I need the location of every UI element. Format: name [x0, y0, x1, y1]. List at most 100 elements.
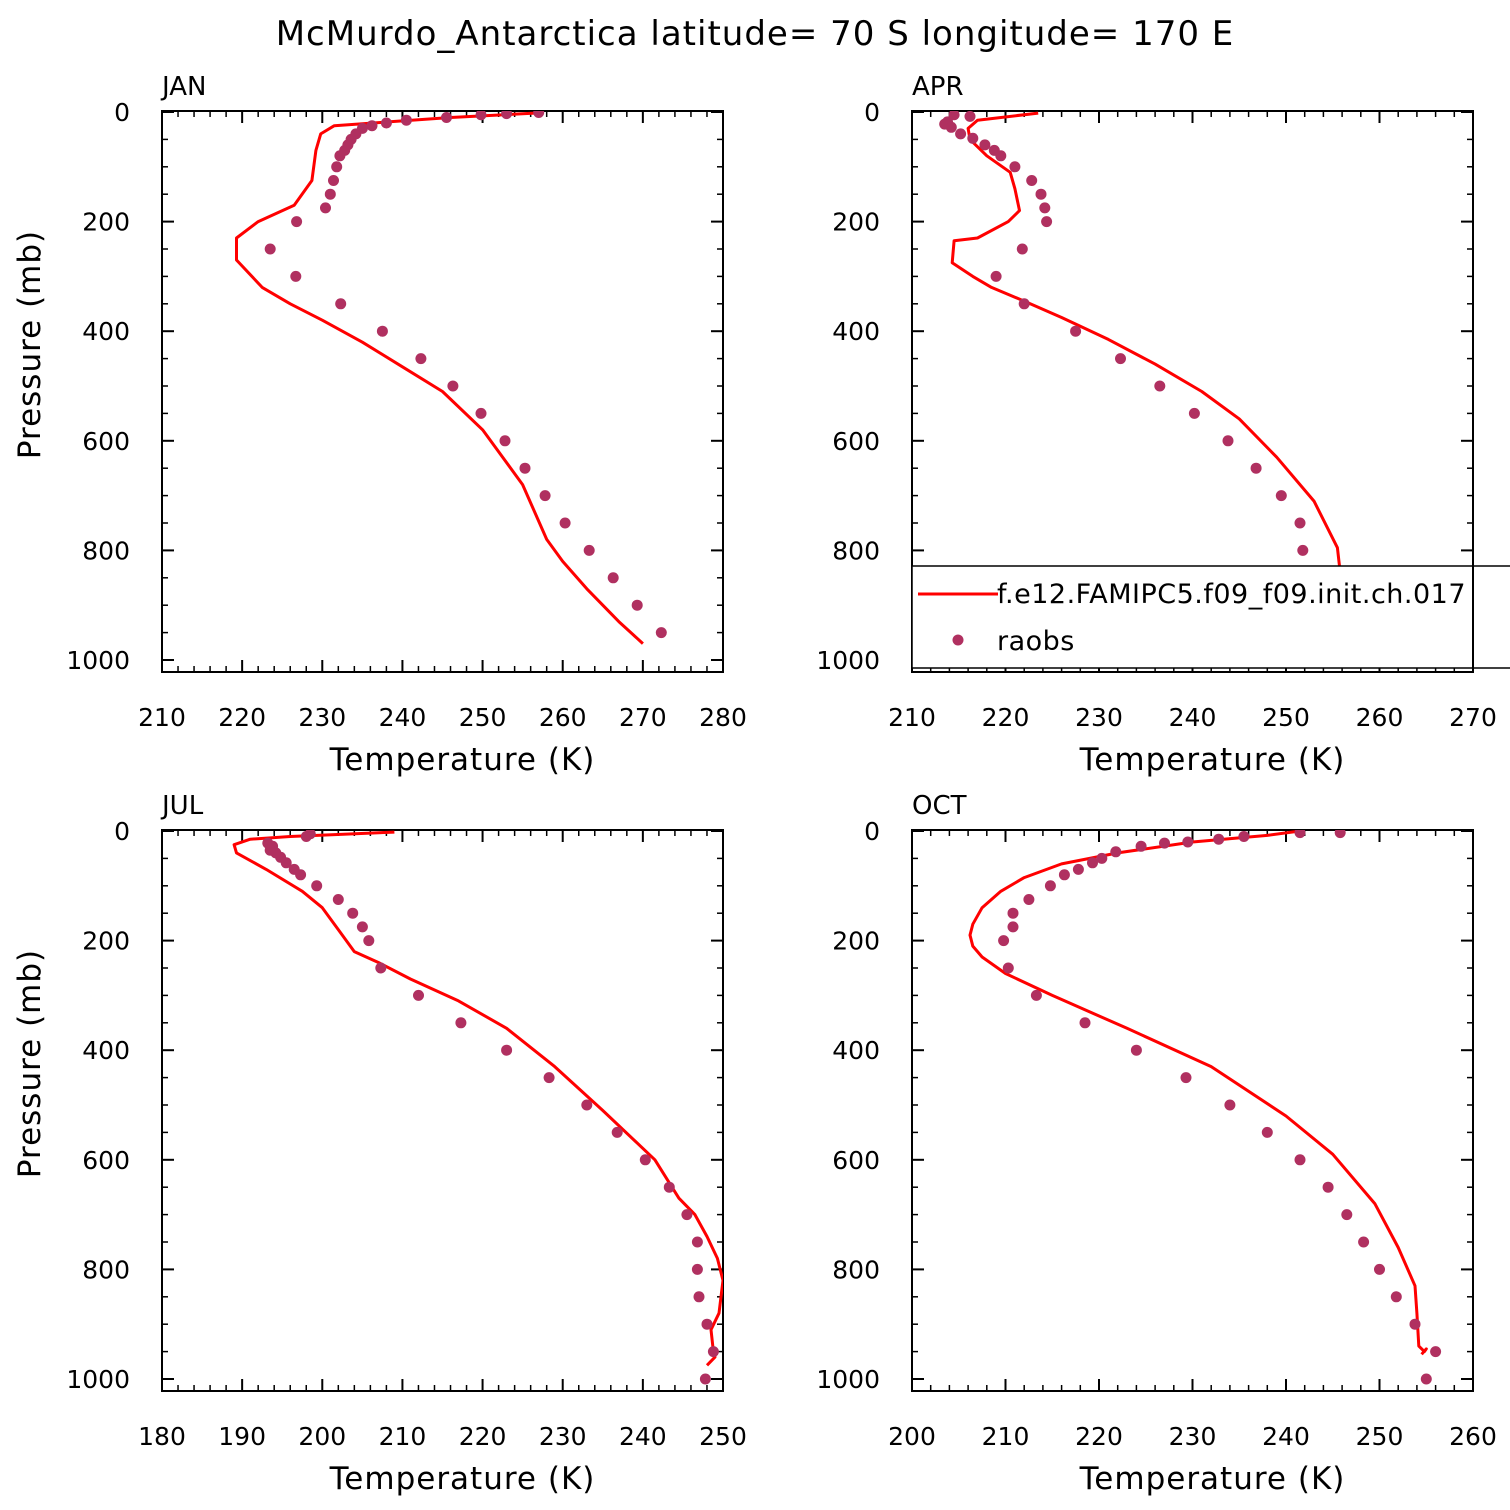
raobs-point	[691, 1236, 703, 1248]
raobs-point	[1115, 353, 1126, 365]
plot-frame	[911, 829, 1474, 1392]
figure-title: McMurdo_Antarctica latitude= 70 S longit…	[276, 14, 1235, 54]
raobs-point	[1023, 894, 1035, 905]
y-tick-label: 1000	[816, 1365, 880, 1394]
x-tick-label: 250	[459, 703, 507, 732]
raobs-point	[1039, 202, 1051, 214]
raobs-point	[1096, 852, 1108, 864]
raobs-point	[581, 1099, 593, 1111]
plot-area	[968, 830, 1442, 1385]
y-tick-label: 200	[82, 208, 130, 237]
raobs-point	[295, 869, 307, 881]
raobs-point	[1358, 1236, 1370, 1248]
x-tick-label: 230	[1169, 1422, 1217, 1451]
raobs-point	[1135, 840, 1147, 852]
y-tick-label: 400	[832, 317, 880, 346]
x-axis-label: Temperature (K)	[1079, 1461, 1346, 1497]
legend-raobs-label: raobs	[997, 626, 1075, 657]
raobs-point	[455, 1017, 467, 1029]
raobs-point	[1016, 243, 1028, 255]
x-tick-label: 230	[539, 1422, 587, 1451]
x-tick-label: 210	[888, 703, 936, 732]
raobs-point	[1018, 298, 1030, 310]
raobs-point	[1275, 490, 1287, 502]
y-tick-label: 800	[82, 1255, 130, 1284]
plot-area	[232, 830, 723, 1385]
raobs-point	[559, 517, 571, 529]
raobs-point	[681, 1209, 693, 1221]
x-tick-label: 270	[1449, 703, 1497, 732]
x-axis-label: Temperature (K)	[1079, 742, 1346, 778]
x-tick-label: 250	[1262, 703, 1310, 732]
raobs-point	[701, 1318, 713, 1330]
raobs-point	[967, 132, 979, 144]
raobs-point	[413, 989, 424, 1001]
raobs-point	[415, 353, 427, 365]
raobs-point	[1007, 907, 1019, 919]
raobs-point	[533, 111, 545, 118]
raobs-point	[583, 544, 595, 556]
raobs-point	[1130, 1044, 1142, 1056]
raobs-point	[1044, 880, 1056, 892]
raobs-point	[1159, 837, 1170, 849]
raobs-point	[290, 270, 302, 282]
raobs-point	[376, 325, 388, 337]
y-tick-label: 0	[114, 817, 130, 846]
raobs-point	[501, 111, 513, 120]
raobs-point	[1182, 836, 1194, 848]
raobs-point	[264, 243, 276, 255]
x-tick-label: 210	[379, 1422, 427, 1451]
raobs-point	[501, 1044, 513, 1056]
x-tick-label: 220	[459, 1422, 507, 1451]
raobs-point	[475, 407, 487, 419]
raobs-point	[1297, 544, 1309, 556]
raobs-point	[663, 1181, 675, 1193]
raobs-point	[1213, 833, 1225, 845]
y-tick-label: 600	[832, 427, 880, 456]
y-tick-label: 200	[832, 927, 880, 956]
x-tick-label: 210	[982, 1422, 1030, 1451]
raobs-point	[1180, 1072, 1192, 1084]
plot-area	[235, 111, 667, 645]
raobs-point	[990, 270, 1002, 282]
x-tick-label: 220	[1075, 1422, 1123, 1451]
legend-model-label: f.e12.FAMIPC5.f09_f09.init.ch.017	[997, 579, 1466, 610]
raobs-point	[280, 857, 292, 869]
raobs-point	[607, 572, 619, 584]
raobs-point	[1070, 325, 1082, 337]
raobs-point	[363, 935, 375, 947]
raobs-point	[291, 216, 303, 228]
raobs-point	[1030, 989, 1042, 1001]
x-tick-label: 230	[1075, 703, 1123, 732]
raobs-point	[1009, 161, 1021, 173]
raobs-point	[380, 117, 392, 129]
raobs-point	[356, 921, 368, 933]
x-tick-label: 190	[218, 1422, 266, 1451]
raobs-point	[375, 962, 387, 974]
raobs-point	[1409, 1318, 1421, 1330]
y-tick-label: 600	[82, 1146, 130, 1175]
raobs-point	[995, 150, 1007, 162]
y-axis-label: Pressure (mb)	[12, 230, 48, 459]
y-tick-label: 0	[114, 98, 130, 127]
raobs-point	[998, 935, 1010, 947]
panel-label: OCT	[912, 791, 967, 821]
panel-oct: OCT 200 210 220 230 240 250 260 0 200 400 600 800 100…	[816, 791, 1496, 1497]
x-tick-label: 240	[1262, 1422, 1310, 1451]
x-tick-label: 250	[699, 1422, 747, 1451]
raobs-point	[300, 831, 312, 842]
raobs-point	[366, 120, 378, 132]
raobs-point	[447, 380, 459, 392]
x-tick-label: 240	[1169, 703, 1217, 732]
y-axis-label: Pressure (mb)	[12, 949, 48, 1178]
x-tick-label: 260	[1356, 703, 1404, 732]
raobs-point	[539, 490, 551, 502]
raobs-point	[945, 121, 957, 133]
raobs-point	[1110, 846, 1122, 858]
y-tick-label: 800	[82, 536, 130, 565]
raobs-point	[1026, 175, 1038, 186]
raobs-point	[1430, 1346, 1442, 1358]
raobs-point	[1341, 1209, 1353, 1221]
y-tick-label: 1000	[816, 646, 880, 675]
